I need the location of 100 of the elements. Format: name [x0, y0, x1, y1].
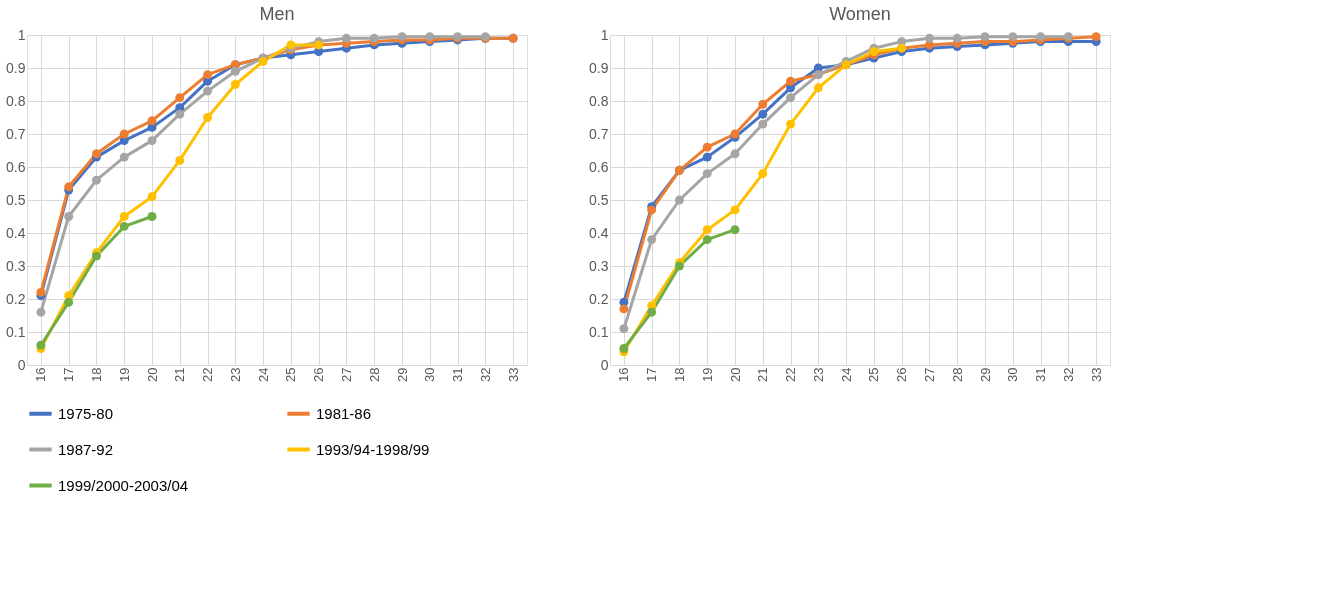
x-tick-label: 27 — [921, 367, 937, 382]
point — [203, 113, 213, 122]
point — [758, 109, 768, 119]
y-tick-label: 0.3 — [6, 257, 26, 274]
x-tick-label: 28 — [949, 367, 965, 382]
point — [119, 152, 129, 162]
x-tick-label: 16 — [616, 367, 632, 382]
point — [952, 33, 962, 43]
point — [1008, 32, 1018, 42]
legend-label: 1975-80 — [58, 404, 114, 422]
x-tick-label: 30 — [422, 367, 438, 382]
point — [924, 33, 934, 43]
point — [674, 195, 684, 205]
point — [758, 119, 768, 129]
x-tick-label: 27 — [338, 367, 354, 382]
x-tick-label: 29 — [394, 367, 410, 382]
point — [730, 225, 740, 235]
point — [175, 155, 185, 165]
y-tick-label: 0.5 — [589, 191, 609, 208]
legend-label: 1987-92 — [58, 440, 114, 458]
legend-label: 1981-86 — [316, 404, 372, 422]
x-tick-label: 32 — [477, 367, 493, 382]
x-tick-label: 17 — [61, 367, 77, 382]
point — [980, 32, 990, 42]
point — [119, 221, 129, 231]
point — [230, 66, 240, 76]
point — [147, 136, 157, 146]
x-tick-label: 20 — [144, 367, 160, 382]
x-tick-label: 33 — [1088, 367, 1104, 382]
y-tick-label: 1 — [600, 26, 609, 43]
point — [702, 169, 712, 179]
x-tick-label: 23 — [227, 367, 243, 382]
point — [647, 307, 657, 317]
point — [369, 33, 379, 43]
point — [1091, 32, 1101, 42]
x-tick-label: 21 — [172, 367, 188, 382]
y-tick-label: 0.7 — [589, 125, 609, 142]
x-tick-label: 18 — [671, 367, 687, 382]
point — [230, 80, 240, 89]
point — [786, 76, 796, 86]
point — [758, 99, 768, 109]
point — [147, 116, 157, 126]
x-tick-label: 26 — [311, 367, 327, 382]
x-tick-label: 18 — [88, 367, 104, 382]
x-tick-label: 26 — [894, 367, 910, 382]
point — [36, 340, 46, 350]
point — [647, 235, 657, 245]
point — [91, 175, 101, 185]
point — [147, 192, 157, 202]
y-tick-label: 0.9 — [6, 59, 26, 76]
y-tick-label: 0.7 — [6, 125, 26, 142]
legend-label: 1999/2000-2003/04 — [58, 476, 189, 494]
x-tick-label: 20 — [727, 367, 743, 382]
x-tick-label: 25 — [866, 367, 882, 382]
point — [786, 119, 796, 129]
point — [730, 149, 740, 159]
point — [619, 344, 629, 353]
x-tick-label: 22 — [200, 367, 216, 382]
chart-title: Women — [829, 4, 891, 24]
point — [702, 235, 712, 245]
x-tick-label: 32 — [1060, 367, 1076, 382]
x-tick-label: 31 — [1033, 367, 1049, 382]
x-tick-label: 23 — [810, 367, 826, 382]
x-tick-label: 21 — [755, 367, 771, 382]
point — [702, 142, 712, 152]
y-tick-label: 0.3 — [589, 257, 609, 274]
x-tick-label: 31 — [450, 367, 466, 382]
point — [203, 86, 213, 96]
y-tick-label: 1 — [17, 26, 26, 43]
point — [64, 297, 74, 307]
point — [702, 225, 712, 235]
y-tick-label: 0.1 — [589, 323, 609, 340]
x-tick-label: 19 — [116, 367, 132, 382]
chart-title: Men — [259, 4, 295, 24]
y-tick-label: 0.6 — [6, 158, 26, 175]
x-tick-label: 16 — [33, 367, 49, 382]
x-tick-label: 24 — [838, 367, 854, 382]
x-tick-label: 25 — [283, 367, 299, 382]
x-tick-label: 30 — [1005, 367, 1021, 382]
point — [341, 33, 351, 43]
y-tick-label: 0.5 — [6, 191, 26, 208]
point — [619, 304, 629, 314]
point — [730, 205, 740, 215]
point — [702, 152, 712, 162]
point — [619, 324, 629, 334]
y-tick-label: 0.6 — [589, 158, 609, 175]
point — [119, 212, 129, 221]
y-tick-label: 0.4 — [6, 224, 26, 241]
point — [175, 109, 185, 119]
x-tick-label: 28 — [366, 367, 382, 382]
point — [36, 307, 46, 317]
point — [36, 287, 46, 297]
y-tick-label: 0.2 — [589, 290, 609, 307]
y-tick-label: 0.1 — [6, 323, 26, 340]
x-tick-label: 29 — [977, 367, 993, 382]
y-tick-label: 0.4 — [589, 224, 609, 241]
point — [175, 93, 185, 103]
x-tick-label: 33 — [505, 367, 521, 382]
point — [786, 93, 796, 103]
point — [758, 169, 768, 179]
